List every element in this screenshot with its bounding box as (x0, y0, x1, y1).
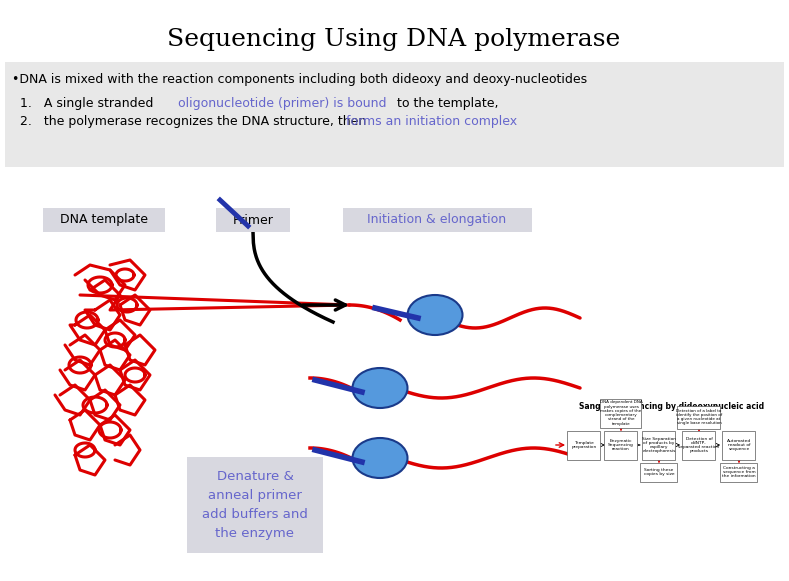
Text: Size Separation
of products by
capillary
electrophoresis: Size Separation of products by capillary… (642, 436, 676, 453)
Text: Template
preparation: Template preparation (571, 441, 596, 449)
Ellipse shape (353, 368, 407, 408)
FancyBboxPatch shape (723, 431, 756, 460)
Text: Automated
readout of
sequence: Automated readout of sequence (727, 439, 751, 451)
Text: 2.   the polymerase recognizes the DNA structure, then: 2. the polymerase recognizes the DNA str… (20, 115, 370, 128)
FancyBboxPatch shape (641, 462, 678, 482)
Text: to the template,: to the template, (393, 97, 499, 110)
FancyBboxPatch shape (682, 431, 716, 460)
Text: 1.   A single stranded: 1. A single stranded (20, 97, 157, 110)
Text: Primer: Primer (233, 213, 274, 227)
Ellipse shape (407, 295, 462, 335)
Text: DNA dependent DNA
polymerase uses
makes copies of the
complementary
strand of th: DNA dependent DNA polymerase uses makes … (600, 400, 642, 426)
FancyBboxPatch shape (678, 406, 720, 429)
Text: Sorting these
copies by size: Sorting these copies by size (644, 468, 675, 476)
FancyBboxPatch shape (216, 208, 290, 232)
Text: oligonucleotide (primer) is bound: oligonucleotide (primer) is bound (178, 97, 387, 110)
Text: Sequencing Using DNA polymerase: Sequencing Using DNA polymerase (167, 28, 621, 51)
Text: Enzymatic
Sequencing
reaction: Enzymatic Sequencing reaction (608, 439, 634, 451)
Text: Initiation & elongation: Initiation & elongation (368, 213, 507, 227)
FancyBboxPatch shape (5, 62, 784, 167)
Ellipse shape (353, 438, 407, 478)
Text: Detection of a label to
identify the position of
a given nucleotide at
single ba: Detection of a label to identify the pos… (676, 408, 722, 425)
Text: Denature &
anneal primer
add buffers and
the enzyme: Denature & anneal primer add buffers and… (202, 470, 308, 540)
FancyBboxPatch shape (600, 399, 641, 428)
FancyBboxPatch shape (343, 208, 532, 232)
FancyBboxPatch shape (43, 208, 165, 232)
Text: Constructing a
sequence from
the information: Constructing a sequence from the informa… (722, 466, 756, 478)
FancyBboxPatch shape (720, 462, 757, 482)
Text: Detection of
ddNTP-
separated reaction
products: Detection of ddNTP- separated reaction p… (679, 436, 720, 453)
FancyBboxPatch shape (187, 457, 323, 553)
FancyBboxPatch shape (642, 431, 675, 460)
Text: DNA template: DNA template (60, 213, 148, 227)
Text: Sanger Sequencing by dideoxynucleic acid: Sanger Sequencing by dideoxynucleic acid (579, 402, 765, 411)
Text: forms an initiation complex: forms an initiation complex (346, 115, 517, 128)
FancyBboxPatch shape (567, 431, 600, 460)
FancyBboxPatch shape (604, 431, 638, 460)
Text: •DNA is mixed with the reaction components including both dideoxy and deoxy-nucl: •DNA is mixed with the reaction componen… (12, 73, 587, 86)
